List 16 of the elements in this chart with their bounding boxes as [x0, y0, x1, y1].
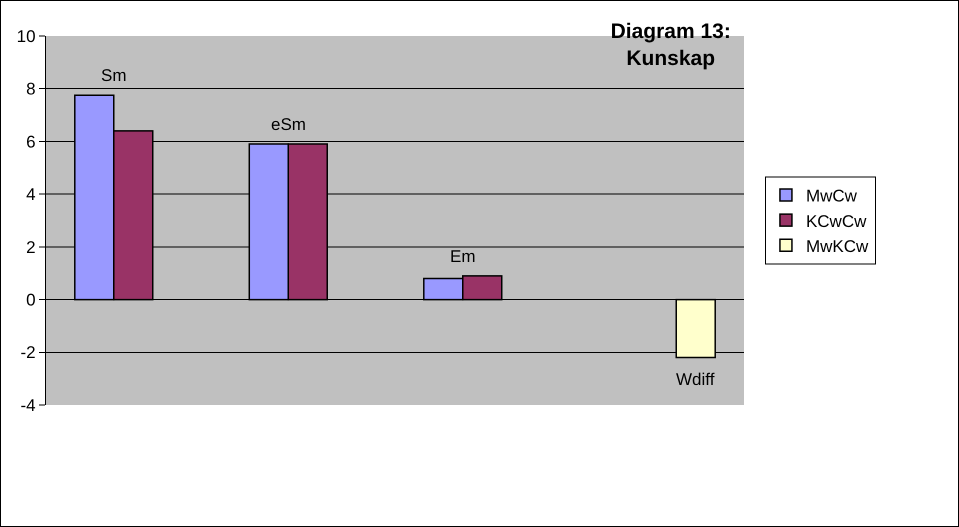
x-tick-label: Sm: [101, 66, 126, 85]
x-tick-label: Em: [450, 247, 476, 266]
y-tick-label: 10: [16, 26, 36, 46]
legend-label: MwKCw: [806, 236, 869, 256]
x-tick-label: eSm: [271, 115, 306, 134]
legend-label: KCwCw: [806, 212, 868, 231]
x-tick-label: Wdiff: [676, 370, 715, 389]
y-tick-label: 4: [26, 185, 36, 204]
y-tick-label: -2: [20, 343, 36, 362]
y-tick-label: 8: [26, 80, 36, 99]
y-tick-label: -4: [20, 396, 36, 415]
y-tick-label: 0: [26, 290, 36, 310]
y-tick-label: 2: [26, 238, 36, 257]
y-tick-label: 6: [26, 132, 36, 152]
legend-label: MwCw: [806, 186, 858, 206]
chart-title: Diagram 13: Kunskap: [610, 20, 731, 70]
